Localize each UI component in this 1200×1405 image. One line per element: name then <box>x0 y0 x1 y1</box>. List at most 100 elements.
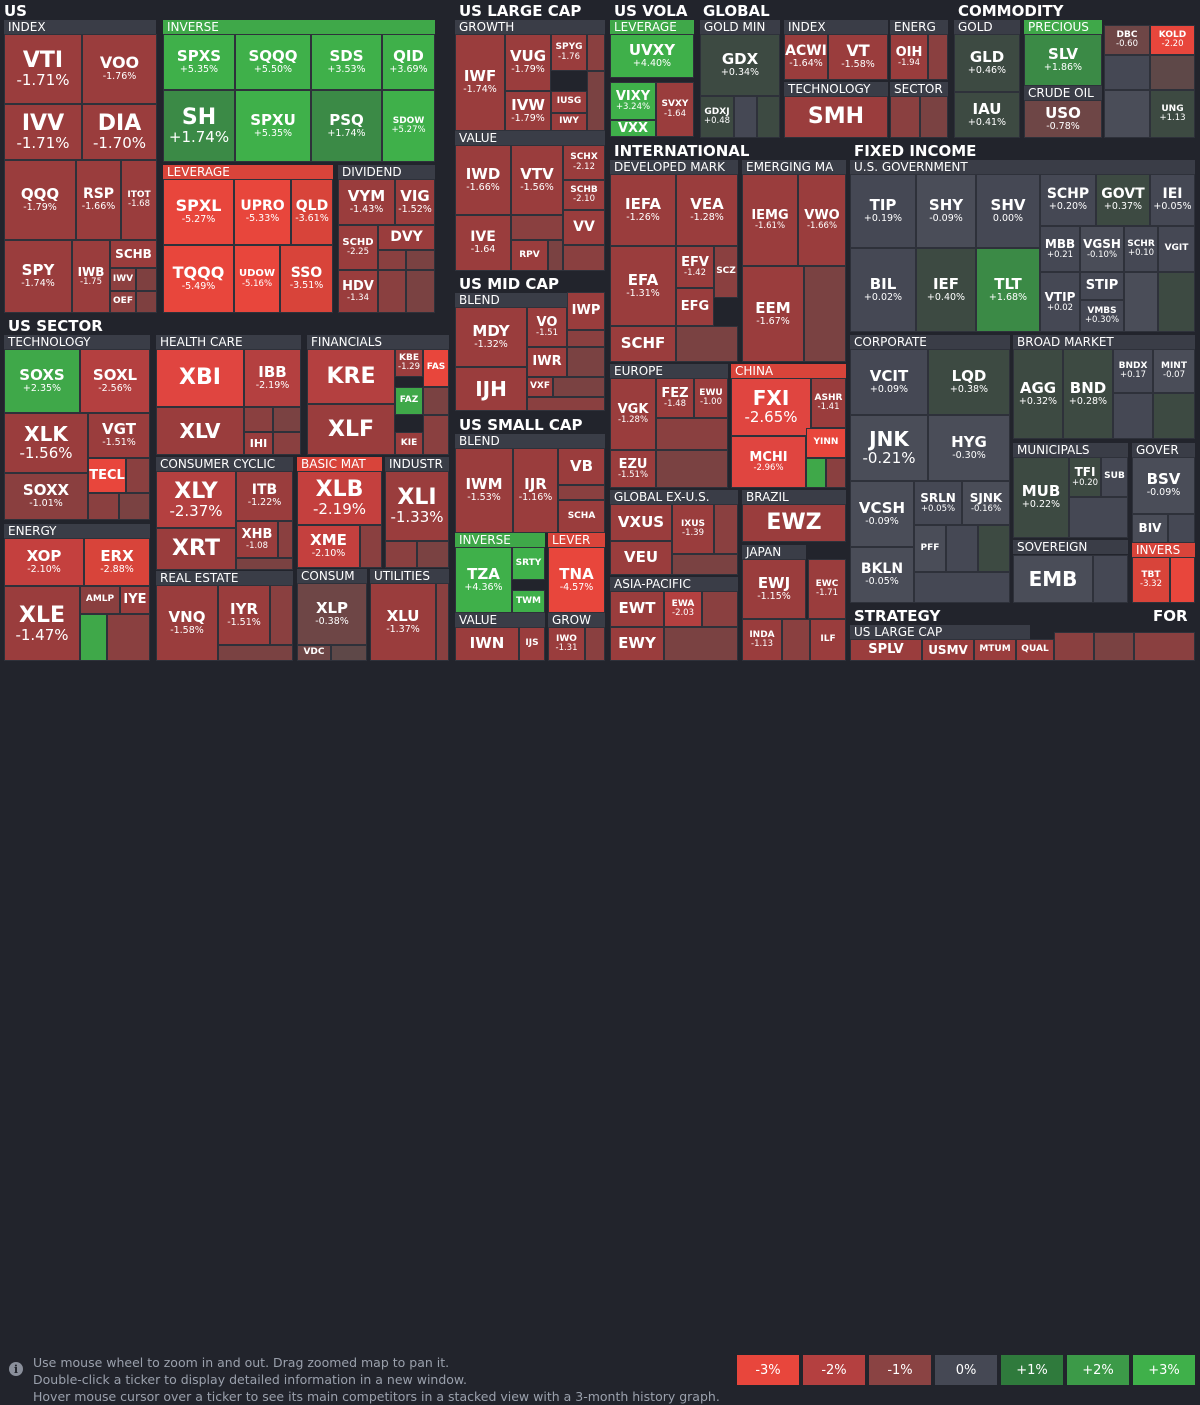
ticker-tile-inda[interactable]: INDA -1.13 <box>742 619 782 661</box>
ticker-tile-rsp[interactable]: RSP -1.66% <box>76 160 121 240</box>
ticker-tile-itb[interactable]: ITB -1.22% <box>236 471 293 521</box>
ticker-tile-xme[interactable]: XME -2.10% <box>297 525 360 568</box>
ticker-tile[interactable] <box>714 504 738 554</box>
ticker-tile-sds[interactable]: SDS +3.53% <box>311 34 382 90</box>
ticker-tile-veu[interactable]: VEU <box>610 541 672 575</box>
ticker-tile-schd[interactable]: SCHD -2.25 <box>338 225 378 270</box>
ticker-tile-spyg[interactable]: SPYG -1.76 <box>551 34 587 71</box>
ticker-tile-ijs[interactable]: IJS <box>519 627 545 661</box>
ticker-tile-faz[interactable]: FAZ <box>395 387 423 415</box>
ticker-tile-mdy[interactable]: MDY -1.32% <box>455 307 527 367</box>
ticker-tile-iwf[interactable]: IWF -1.74% <box>455 34 505 131</box>
ticker-tile-fas[interactable]: FAS <box>423 349 449 387</box>
ticker-tile-ivv[interactable]: IVV -1.71% <box>4 104 82 160</box>
ticker-tile-vxx[interactable]: VXX <box>610 120 656 137</box>
ticker-tile-vti[interactable]: VTI -1.71% <box>4 34 82 104</box>
ticker-tile-shy[interactable]: SHY -0.09% <box>916 174 976 248</box>
ticker-tile-ewu[interactable]: EWU -1.00 <box>694 378 728 418</box>
ticker-tile-slv[interactable]: SLV +1.86% <box>1024 34 1102 86</box>
ticker-tile[interactable] <box>80 614 107 661</box>
ticker-tile[interactable] <box>656 418 728 450</box>
ticker-tile-twm[interactable]: TWM <box>512 590 545 613</box>
ticker-tile[interactable] <box>563 245 605 271</box>
ticker-tile[interactable] <box>360 525 382 568</box>
ticker-tile-upro[interactable]: UPRO -5.33% <box>234 179 291 245</box>
ticker-tile-iwr[interactable]: IWR <box>527 347 567 377</box>
ticker-tile[interactable] <box>331 645 367 661</box>
ticker-tile-qqq[interactable]: QQQ -1.79% <box>4 160 76 240</box>
ticker-tile-eem[interactable]: EEM -1.67% <box>742 266 804 362</box>
ticker-tile[interactable] <box>107 614 150 661</box>
ticker-tile-efv[interactable]: EFV -1.42 <box>676 246 714 288</box>
ticker-tile-schb[interactable]: SCHB -2.10 <box>563 180 605 210</box>
ticker-tile-vug[interactable]: VUG -1.79% <box>505 34 551 91</box>
ticker-tile-ivw[interactable]: IVW -1.79% <box>505 91 551 131</box>
ticker-tile-qual[interactable]: QUAL <box>1016 639 1054 661</box>
ticker-tile-vgt[interactable]: VGT -1.51% <box>88 413 150 458</box>
ticker-tile-agg[interactable]: AGG +0.32% <box>1013 349 1063 439</box>
ticker-tile-xlb[interactable]: XLB -2.19% <box>297 471 382 525</box>
ticker-tile-dvy[interactable]: DVY <box>378 225 435 250</box>
ticker-tile[interactable] <box>914 572 1010 603</box>
ticker-tile-spxl[interactable]: SPXL -5.27% <box>163 179 234 245</box>
ticker-tile[interactable] <box>928 34 948 80</box>
ticker-tile-iwo[interactable]: IWO -1.31 <box>548 627 585 661</box>
ticker-tile[interactable] <box>436 583 449 661</box>
ticker-tile-iemg[interactable]: IEMG -1.61% <box>742 174 798 266</box>
ticker-tile-vwo[interactable]: VWO -1.66% <box>798 174 846 266</box>
ticker-tile-vixy[interactable]: VIXY +3.24% <box>610 82 656 120</box>
ticker-tile[interactable] <box>1158 272 1195 332</box>
ticker-tile-kold[interactable]: KOLD -2.20 <box>1150 25 1195 55</box>
ticker-tile-smh[interactable]: SMH <box>784 96 888 138</box>
ticker-tile-ewc[interactable]: EWC -1.71 <box>808 559 846 619</box>
ticker-tile[interactable] <box>587 34 605 71</box>
ticker-tile-ewa[interactable]: EWA -2.03 <box>664 591 702 627</box>
ticker-tile[interactable] <box>88 493 119 520</box>
ticker-tile-vgit[interactable]: VGIT <box>1158 226 1195 272</box>
ticker-tile-vdc[interactable]: VDC <box>297 645 331 661</box>
ticker-tile-iwv[interactable]: IWV <box>110 268 136 291</box>
ticker-tile-ewy[interactable]: EWY <box>610 627 664 661</box>
ticker-tile-jnk[interactable]: JNK -0.21% <box>850 415 928 481</box>
ticker-tile-ewz[interactable]: EWZ <box>742 504 846 542</box>
ticker-tile[interactable] <box>558 485 605 500</box>
ticker-tile-vcit[interactable]: VCIT +0.09% <box>850 349 928 415</box>
ticker-tile-sh[interactable]: SH +1.74% <box>163 90 235 162</box>
ticker-tile[interactable] <box>1104 55 1150 90</box>
ticker-tile-oih[interactable]: OIH -1.94 <box>890 34 928 80</box>
ticker-tile[interactable] <box>1054 632 1094 661</box>
ticker-tile[interactable] <box>587 71 605 131</box>
ticker-tile-bnd[interactable]: BND +0.28% <box>1063 349 1113 439</box>
ticker-tile-iwn[interactable]: IWN <box>455 627 519 661</box>
ticker-tile-mtum[interactable]: MTUM <box>974 639 1016 661</box>
ticker-tile-xrt[interactable]: XRT <box>156 528 236 570</box>
ticker-tile-itot[interactable]: ITOT -1.68 <box>121 160 157 240</box>
ticker-tile-iwp[interactable]: IWP <box>567 292 605 330</box>
ticker-tile-mint[interactable]: MINT -0.07 <box>1153 349 1195 393</box>
ticker-tile-hdv[interactable]: HDV -1.34 <box>338 270 378 313</box>
ticker-tile-schf[interactable]: SCHF <box>610 326 676 362</box>
ticker-tile-voo[interactable]: VOO -1.76% <box>82 34 157 104</box>
ticker-tile-spxu[interactable]: SPXU +5.35% <box>235 90 311 162</box>
ticker-tile-ewt[interactable]: EWT <box>610 591 664 627</box>
ticker-tile-iwy[interactable]: IWY <box>551 113 587 131</box>
ticker-tile-ijr[interactable]: IJR -1.16% <box>513 448 558 533</box>
ticker-tile-tna[interactable]: TNA -4.57% <box>548 547 605 613</box>
ticker-tile[interactable] <box>1104 90 1150 138</box>
heatmap[interactable]: US US SECTOR US LARGE CAP US VOLA GLOBAL COMM… <box>0 0 1200 665</box>
ticker-tile-uvxy[interactable]: UVXY +4.40% <box>610 34 694 78</box>
ticker-tile[interactable] <box>734 96 757 138</box>
ticker-tile-vb[interactable]: VB <box>558 448 605 485</box>
ticker-tile-vv[interactable]: VV <box>563 210 605 245</box>
ticker-tile[interactable] <box>1124 272 1158 332</box>
ticker-tile[interactable] <box>548 240 563 271</box>
ticker-tile[interactable] <box>423 387 449 415</box>
ticker-tile[interactable] <box>136 291 157 313</box>
ticker-tile[interactable] <box>218 645 293 661</box>
ticker-tile[interactable] <box>946 525 978 572</box>
ticker-tile-xlv[interactable]: XLV <box>156 407 244 455</box>
ticker-tile-tza[interactable]: TZA +4.36% <box>455 547 512 613</box>
ticker-tile-bkln[interactable]: BKLN -0.05% <box>850 547 914 603</box>
ticker-tile[interactable] <box>585 627 605 661</box>
ticker-tile-qld[interactable]: QLD -3.61% <box>291 179 333 245</box>
